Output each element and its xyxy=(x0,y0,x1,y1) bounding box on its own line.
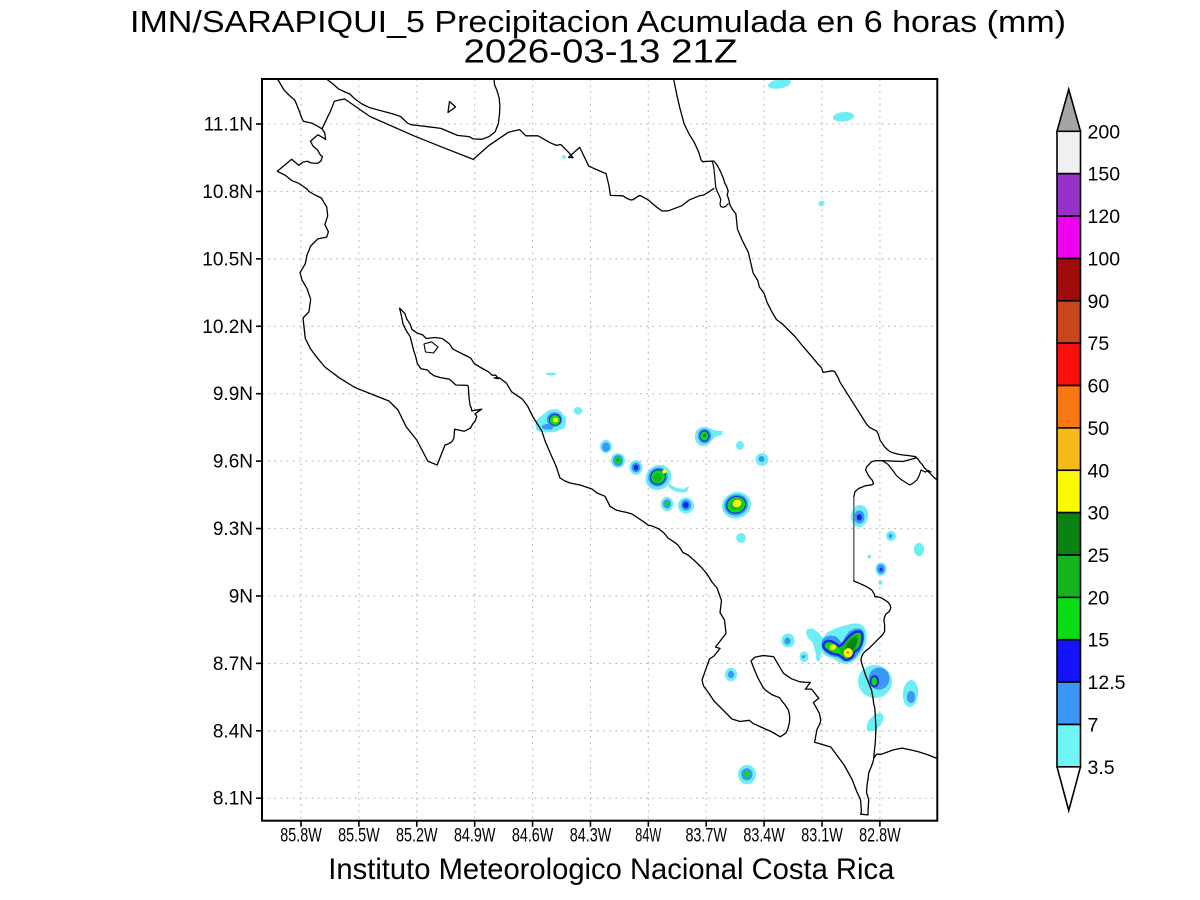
svg-text:10.8N: 10.8N xyxy=(202,182,253,203)
svg-text:85.5W: 85.5W xyxy=(338,824,380,846)
svg-text:Instituto Meteorologico Nacion: Instituto Meteorologico Nacional Costa R… xyxy=(328,853,894,886)
svg-text:83.7W: 83.7W xyxy=(685,824,727,846)
svg-text:10.2N: 10.2N xyxy=(202,317,253,338)
svg-text:8.4N: 8.4N xyxy=(213,721,253,742)
svg-text:2026-03-13 21Z: 2026-03-13 21Z xyxy=(464,34,738,71)
svg-text:200: 200 xyxy=(1088,121,1121,143)
svg-text:75: 75 xyxy=(1088,333,1110,355)
svg-text:84.9W: 84.9W xyxy=(454,824,496,846)
svg-text:90: 90 xyxy=(1088,291,1110,313)
svg-text:120: 120 xyxy=(1088,206,1121,228)
svg-text:84.6W: 84.6W xyxy=(512,824,554,846)
svg-text:8.1N: 8.1N xyxy=(213,789,253,810)
svg-text:50: 50 xyxy=(1088,418,1110,440)
svg-text:25: 25 xyxy=(1088,545,1110,567)
svg-text:12.5: 12.5 xyxy=(1088,672,1126,694)
svg-text:83.1W: 83.1W xyxy=(801,824,843,846)
svg-text:9N: 9N xyxy=(229,586,253,607)
svg-text:82.8W: 82.8W xyxy=(859,824,901,846)
svg-text:84W: 84W xyxy=(635,824,661,846)
svg-text:3.5: 3.5 xyxy=(1088,757,1115,779)
svg-text:85.8W: 85.8W xyxy=(280,824,322,846)
svg-text:9.6N: 9.6N xyxy=(213,452,253,473)
svg-text:40: 40 xyxy=(1088,460,1110,482)
svg-text:83.4W: 83.4W xyxy=(743,824,785,846)
svg-text:9.9N: 9.9N xyxy=(213,384,253,405)
svg-text:IMN/SARAPIQUI_5 Precipitacion: IMN/SARAPIQUI_5 Precipitacion Acumulada … xyxy=(130,4,1066,39)
svg-text:11.1N: 11.1N xyxy=(204,115,253,136)
svg-text:9.3N: 9.3N xyxy=(213,519,253,540)
svg-text:8.7N: 8.7N xyxy=(213,654,253,675)
svg-text:60: 60 xyxy=(1088,376,1110,398)
svg-text:7: 7 xyxy=(1088,715,1099,737)
svg-text:85.2W: 85.2W xyxy=(396,824,438,846)
svg-text:10.5N: 10.5N xyxy=(202,249,253,270)
svg-text:100: 100 xyxy=(1088,248,1121,270)
svg-text:84.3W: 84.3W xyxy=(570,824,612,846)
svg-text:15: 15 xyxy=(1088,630,1110,652)
svg-text:30: 30 xyxy=(1088,503,1110,525)
svg-text:20: 20 xyxy=(1088,587,1110,609)
svg-text:150: 150 xyxy=(1088,164,1121,186)
